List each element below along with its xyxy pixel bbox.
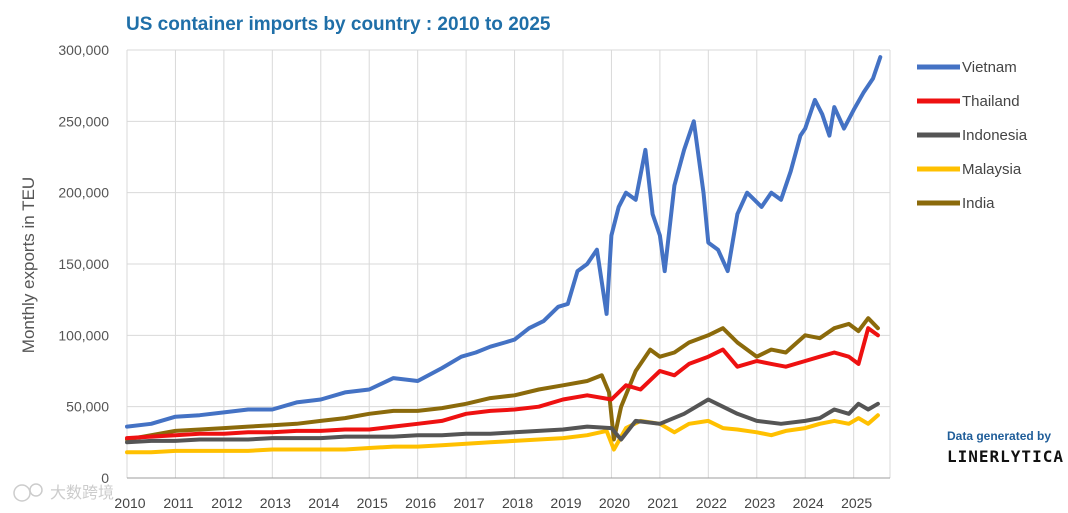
legend-label-thailand: Thailand	[962, 93, 1020, 110]
y-tick-label: 50,000	[66, 399, 109, 415]
legend-label-indonesia: Indonesia	[962, 127, 1028, 144]
x-tick-label: 2019	[550, 495, 581, 511]
credit-brand: LINERLYTICA	[947, 447, 1064, 466]
x-tick-label: 2024	[793, 495, 824, 511]
legend-label-india: India	[962, 195, 995, 212]
y-tick-label: 100,000	[58, 327, 109, 343]
x-tick-label: 2023	[744, 495, 775, 511]
series-line-thailand	[125, 326, 880, 441]
x-tick-label: 2016	[405, 495, 436, 511]
x-tick-label: 2022	[696, 495, 727, 511]
series-line-indonesia	[125, 397, 880, 445]
x-tick-label: 2011	[163, 495, 193, 511]
y-tick-label: 0	[101, 470, 109, 486]
y-tick-label: 250,000	[58, 113, 109, 129]
watermark-icon-2	[29, 483, 43, 497]
x-tick-label: 2025	[841, 495, 872, 511]
x-tick-label: 2018	[502, 495, 533, 511]
legend-label-malaysia: Malaysia	[962, 161, 1022, 178]
series-line-india	[125, 316, 880, 442]
series-line-vietnam	[125, 55, 883, 429]
legend: Vietnam Thailand Indonesia Malaysia India	[917, 59, 1028, 212]
series-group	[125, 55, 883, 455]
x-tick-label: 2021	[647, 495, 678, 511]
x-tick-label: 2014	[308, 495, 339, 511]
x-axis: 2010 2011 2012 2013 2014 2015 2016 2017 2018 2019…	[114, 495, 872, 511]
x-tick-label: 2013	[260, 495, 291, 511]
y-tick-label: 300,000	[58, 42, 109, 58]
x-tick-label: 2020	[599, 495, 630, 511]
x-tick-label: 2017	[454, 495, 485, 511]
credit-label: Data generated by	[947, 429, 1051, 443]
x-tick-label: 2012	[211, 495, 242, 511]
x-tick-label: 2015	[357, 495, 388, 511]
series-line-malaysia	[125, 413, 880, 455]
grid	[126, 49, 891, 479]
y-tick-label: 150,000	[58, 256, 109, 272]
chart-title: US container imports by country : 2010 t…	[126, 14, 551, 35]
watermark-text: 大数跨境	[50, 483, 114, 502]
y-tick-label: 200,000	[58, 185, 109, 201]
y-axis-title: Monthly exports in TEU	[19, 177, 38, 353]
legend-label-vietnam: Vietnam	[962, 59, 1017, 76]
watermark-icon	[13, 484, 31, 502]
x-tick-label: 2010	[114, 495, 145, 511]
y-axis: 0 50,000 100,000 150,000 200,000 250,000 300,0…	[58, 42, 109, 486]
